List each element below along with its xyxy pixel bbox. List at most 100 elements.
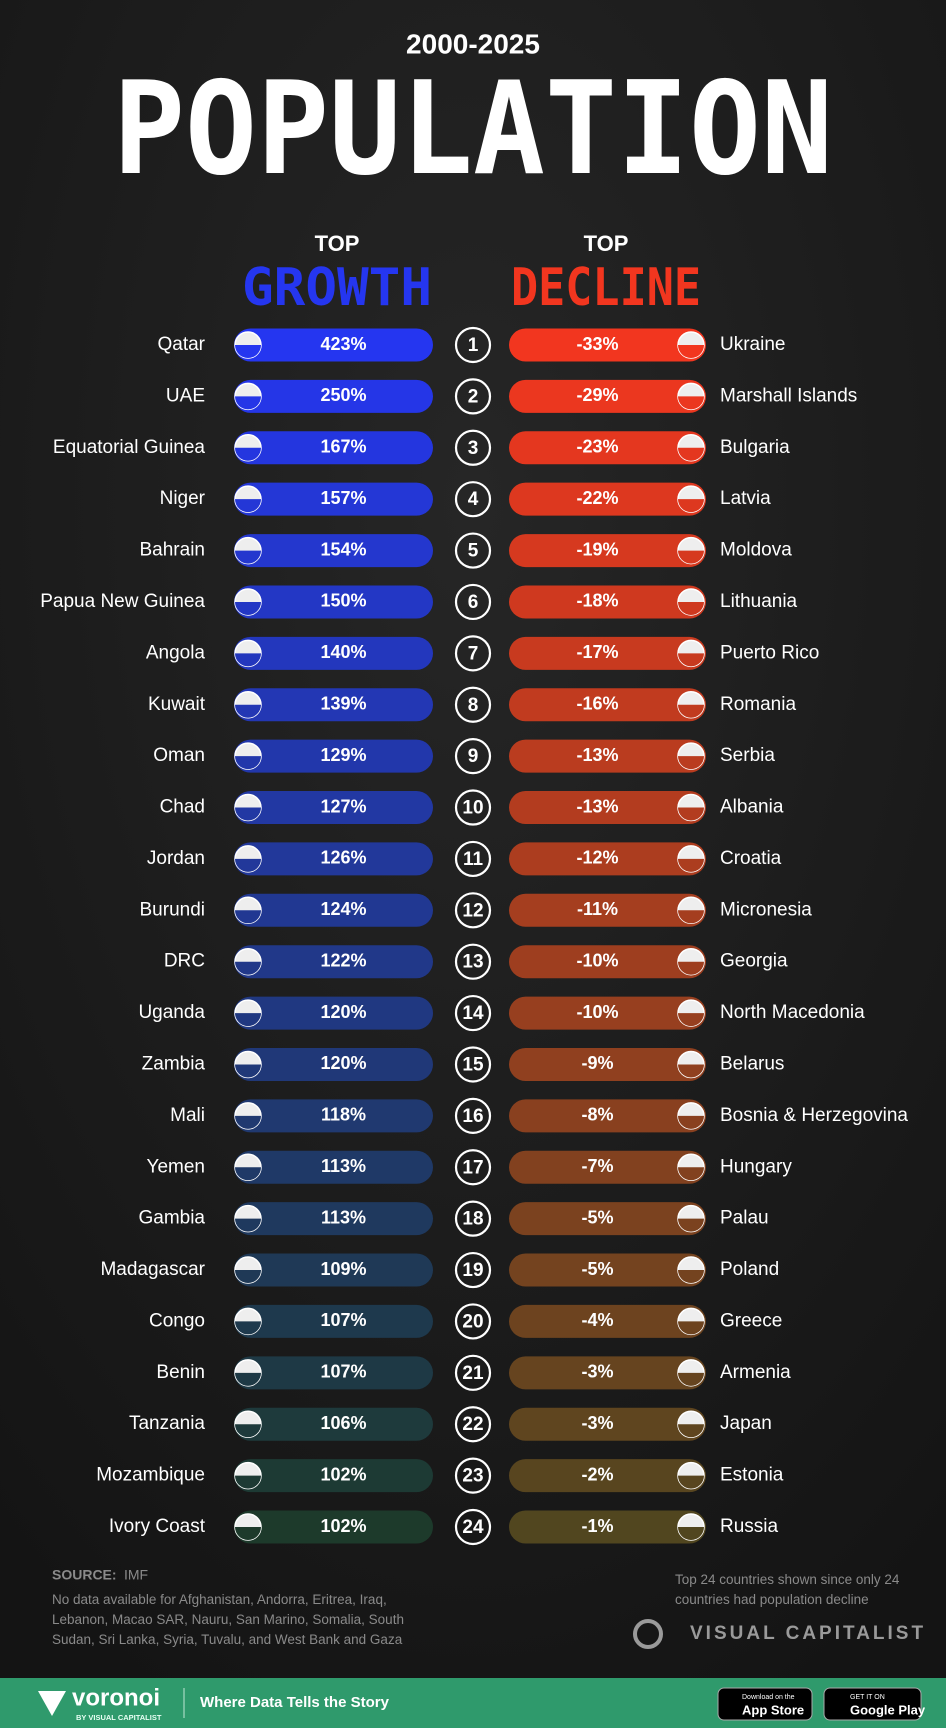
category-label: Romania [720, 694, 796, 715]
category-label: Angola [146, 642, 206, 663]
value-label: 167% [320, 437, 366, 457]
flag-stripe [235, 396, 261, 410]
rank: 15 [462, 1054, 484, 1075]
legend-label: GROWTH [242, 258, 432, 318]
flag-stripe [678, 704, 704, 718]
value-label: -5% [581, 1207, 613, 1227]
flag-stripe [235, 1372, 261, 1386]
value-label: -16% [576, 693, 618, 713]
value-label: -11% [577, 899, 618, 919]
value-label: -22% [576, 488, 618, 508]
series-heading: TOP [315, 231, 360, 256]
category-label: Yemen [147, 1156, 205, 1177]
category-label: Mozambique [96, 1465, 205, 1486]
pill [509, 585, 706, 619]
flag-stripe [235, 961, 261, 975]
rank-ring [454, 789, 492, 826]
pill [234, 688, 433, 722]
rank-ring [454, 943, 492, 980]
flag-stripe [678, 653, 704, 667]
value-label: 129% [320, 745, 366, 765]
pill [509, 842, 706, 876]
flag-stripe [678, 1527, 704, 1540]
category-label: Uganda [138, 1002, 205, 1023]
rank-ring [454, 994, 492, 1032]
flag-stripe [235, 1424, 261, 1438]
footer-tagline: Where Data Tells the Story [200, 1694, 390, 1711]
flag-stripe [235, 653, 261, 667]
value-label: 157% [320, 488, 366, 508]
category-label: Kuwait [148, 694, 206, 715]
rank-ring [454, 840, 492, 878]
rank-ring [454, 429, 492, 466]
flag-stripe [678, 1372, 704, 1386]
flag-stripe [678, 756, 704, 770]
rank: 18 [462, 1209, 483, 1230]
category-label: Croatia [720, 848, 782, 869]
category-label: DRC [164, 951, 205, 972]
value-label: -9% [581, 1053, 613, 1073]
value-label: 102% [320, 1464, 366, 1484]
category-label: Belarus [720, 1053, 784, 1074]
rank-ring [454, 1354, 492, 1391]
category-label: Hungary [720, 1156, 792, 1177]
value-label: -10% [576, 950, 618, 970]
value-label: 154% [320, 539, 366, 559]
rank: 21 [462, 1363, 484, 1384]
category-label: Bosnia & Herzegovina [720, 1105, 908, 1126]
flag-stripe [235, 910, 261, 924]
rank: 13 [462, 952, 483, 973]
pill [509, 1356, 706, 1390]
value-label: 423% [320, 334, 366, 354]
rank-ring [454, 892, 492, 929]
pill [234, 534, 433, 568]
title: POPULATION [113, 55, 833, 204]
pill [234, 636, 433, 670]
rank: 2 [468, 386, 479, 407]
app-store-button[interactable] [717, 1687, 813, 1721]
flag-stripe [678, 447, 704, 461]
footer-logo-mark [38, 1691, 66, 1716]
flag-stripe [235, 1167, 261, 1181]
pill [234, 945, 433, 979]
subtitle: 2000-2025 [406, 28, 540, 59]
pill [234, 1356, 433, 1390]
rank: 17 [462, 1157, 483, 1178]
pill [234, 1407, 433, 1441]
pill [234, 1099, 433, 1133]
pill [509, 482, 706, 516]
category-label: Chad [160, 797, 205, 818]
source: IMF [124, 1567, 148, 1583]
footer-logo-sub: BY VISUAL CAPITALIST [76, 1713, 162, 1722]
category-label: Benin [156, 1362, 205, 1383]
pill [509, 1047, 706, 1081]
rank-ring [454, 481, 492, 518]
rank: 6 [468, 592, 479, 613]
pill [234, 842, 433, 876]
flag-stripe [678, 807, 704, 821]
google-play-button[interactable] [823, 1687, 922, 1721]
value-label: -33% [576, 334, 618, 354]
category-label: Congo [149, 1310, 205, 1331]
value-label: 107% [320, 1362, 366, 1382]
rank: 22 [462, 1414, 483, 1435]
category-label: Gambia [138, 1208, 205, 1229]
flag-stripe [678, 1167, 704, 1181]
pill [509, 1202, 706, 1236]
pill [509, 791, 706, 825]
category-label: Russia [720, 1516, 779, 1537]
category-label: Qatar [157, 334, 205, 355]
flag-stripe [235, 704, 261, 718]
flag-stripe [678, 1218, 704, 1232]
category-label: Palau [720, 1208, 769, 1229]
flag-stripe [678, 601, 704, 615]
pill [509, 534, 706, 568]
pill [234, 1304, 433, 1338]
category-label: Burundi [140, 899, 206, 920]
pill [509, 1150, 706, 1184]
rank-ring [454, 378, 492, 415]
rank: 16 [462, 1106, 483, 1127]
value-label: 102% [320, 1516, 366, 1536]
category-label: Micronesia [720, 899, 812, 920]
category-label: Marshall Islands [720, 385, 857, 406]
